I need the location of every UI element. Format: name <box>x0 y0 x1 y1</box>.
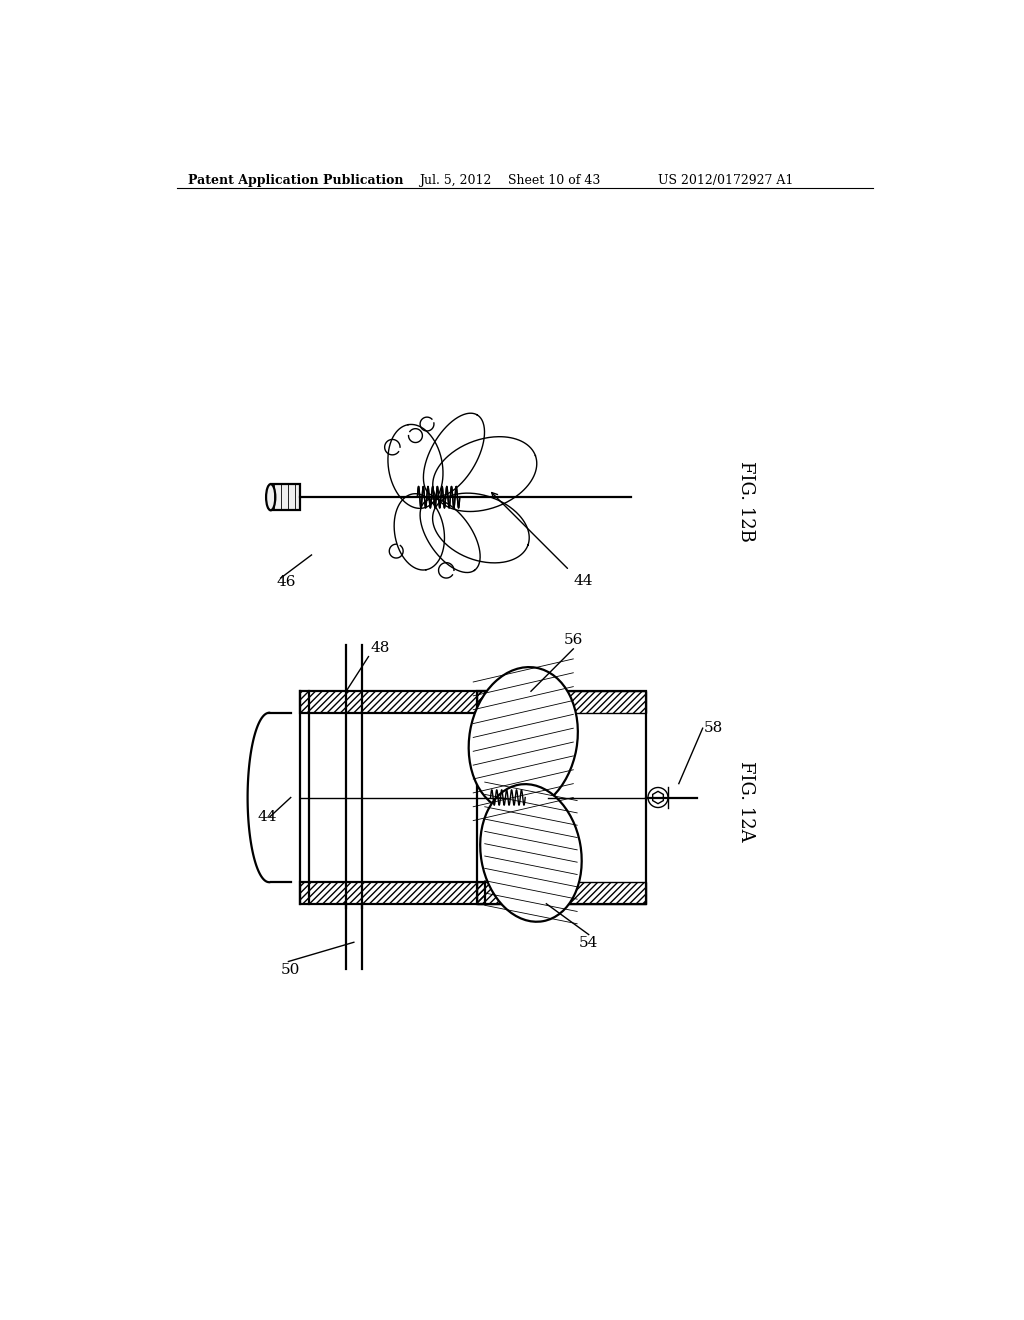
Bar <box>300 692 484 713</box>
Text: 44: 44 <box>258 809 278 824</box>
Text: 50: 50 <box>281 964 300 977</box>
Bar <box>300 882 484 904</box>
Text: Jul. 5, 2012: Jul. 5, 2012 <box>419 174 492 187</box>
Text: FIG. 12B: FIG. 12B <box>737 461 756 541</box>
Text: 58: 58 <box>705 721 724 735</box>
Text: Patent Application Publication: Patent Application Publication <box>188 174 403 187</box>
Bar <box>477 692 646 713</box>
Text: Sheet 10 of 43: Sheet 10 of 43 <box>508 174 600 187</box>
Bar <box>270 484 300 511</box>
Ellipse shape <box>266 484 275 511</box>
Ellipse shape <box>480 784 582 921</box>
Bar <box>477 882 646 904</box>
Ellipse shape <box>469 667 578 812</box>
Bar <box>477 692 646 904</box>
Text: 44: 44 <box>573 574 593 589</box>
Text: 48: 48 <box>371 642 390 655</box>
Text: US 2012/0172927 A1: US 2012/0172927 A1 <box>658 174 794 187</box>
Polygon shape <box>652 792 664 804</box>
Circle shape <box>648 788 668 808</box>
Text: 56: 56 <box>563 634 583 647</box>
Text: 46: 46 <box>276 576 296 589</box>
Text: 54: 54 <box>579 936 598 950</box>
Text: FIG. 12A: FIG. 12A <box>737 762 756 842</box>
